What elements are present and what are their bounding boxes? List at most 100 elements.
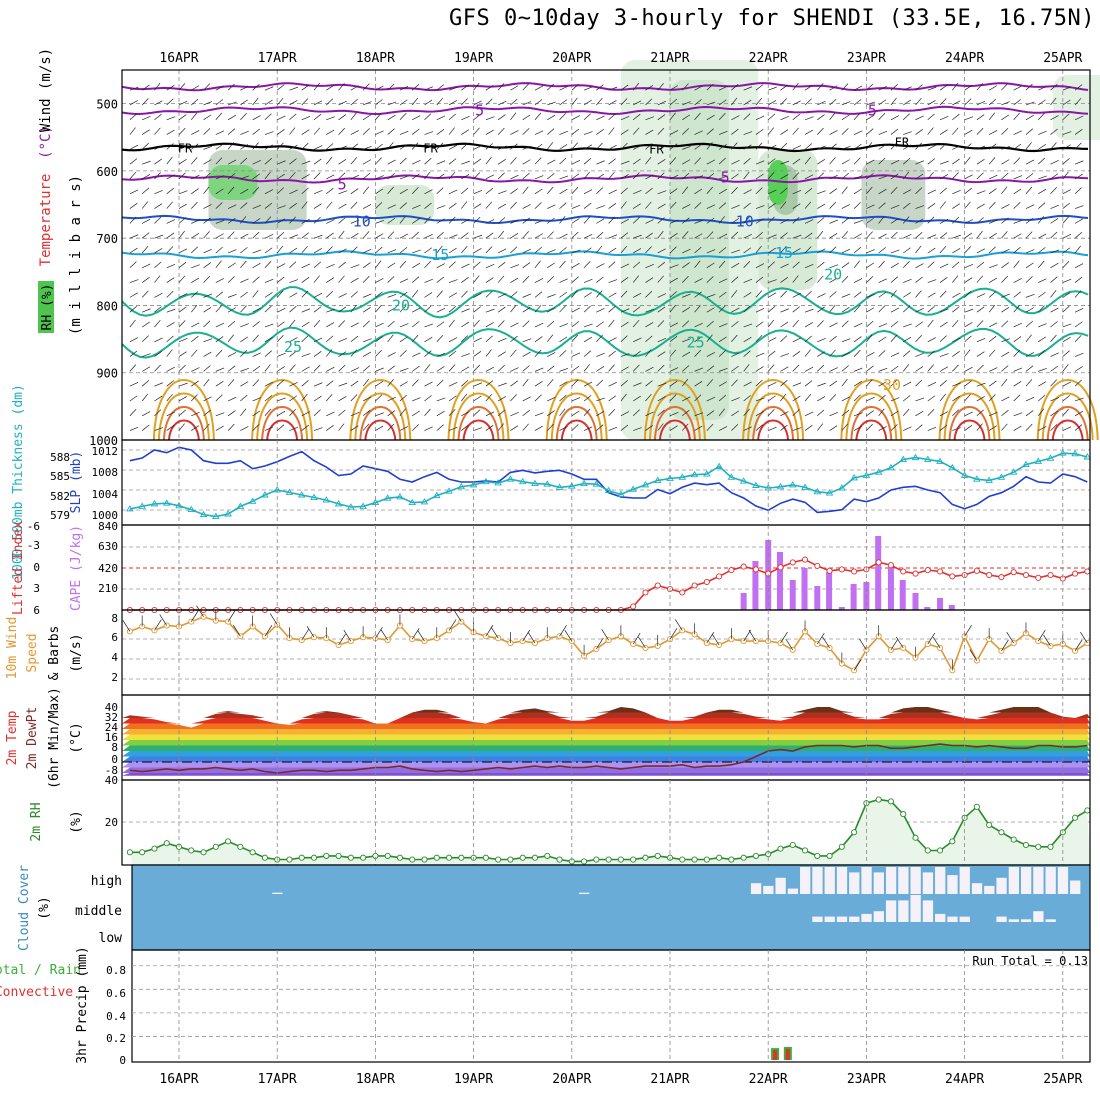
cloud-cell <box>1070 880 1081 894</box>
wind-barb <box>436 290 443 298</box>
wind-barb <box>571 321 580 328</box>
wind-barb <box>731 173 739 180</box>
wind-barb <box>903 323 912 328</box>
wind-barb <box>706 379 714 387</box>
wind-barb <box>620 174 629 180</box>
wind-barb <box>264 247 273 254</box>
wind-barb <box>252 379 260 387</box>
lifted-index-point <box>1022 571 1030 579</box>
wind-barb <box>571 290 578 298</box>
wind-barb <box>669 112 676 120</box>
wind-barb <box>375 322 384 328</box>
wind-barb <box>497 423 505 431</box>
wind-barb <box>866 128 874 135</box>
wind-barb <box>338 172 346 180</box>
wind-barb <box>1038 247 1046 254</box>
wind-barb <box>448 113 457 121</box>
wind-barb <box>1001 159 1010 165</box>
wind-barb <box>559 367 569 372</box>
wind-barb <box>620 232 629 239</box>
wind-barb <box>866 231 873 239</box>
wind-barb <box>596 218 605 224</box>
wind-barb <box>866 186 873 195</box>
wind-barb <box>350 246 358 254</box>
thickness-point <box>801 483 809 490</box>
thickness-point <box>666 474 674 481</box>
wind-barb <box>657 364 665 372</box>
wind-barb <box>129 364 137 372</box>
wind-speed-point <box>937 644 944 652</box>
wind-barb <box>326 322 335 328</box>
wind-barb <box>866 379 873 387</box>
wind-barb <box>1013 99 1021 106</box>
wind-barb <box>620 263 630 269</box>
wind-barb <box>289 279 299 283</box>
wind-barb <box>399 336 408 343</box>
wind-barb <box>240 113 247 121</box>
wind-barb <box>829 112 836 120</box>
wind-barb <box>583 144 593 150</box>
wind-barb <box>608 158 616 165</box>
wind-barb <box>227 423 235 431</box>
contour-label: 30 <box>883 376 901 394</box>
wind-barb <box>252 410 261 417</box>
wind-barb <box>755 424 763 431</box>
wind-barb <box>240 144 249 150</box>
pressure-tick-label: 1000 <box>89 434 118 448</box>
wind-barb <box>178 338 188 343</box>
wind-barb <box>534 278 544 283</box>
wind-barb <box>988 85 998 91</box>
wind-barb <box>178 100 188 106</box>
wind-barb <box>375 233 384 239</box>
wind-barb <box>890 97 897 106</box>
wind-barb <box>166 425 175 431</box>
wind-barb <box>1001 293 1010 298</box>
wind-barb <box>1062 99 1071 106</box>
wind-barb <box>669 335 678 343</box>
wind-barb <box>313 364 321 372</box>
wind-barb <box>510 380 518 387</box>
wind-barb <box>424 350 432 357</box>
wind-barb <box>412 249 421 254</box>
wind-barb <box>1038 278 1047 283</box>
wind-barb <box>362 128 370 135</box>
wind-barb <box>731 249 740 254</box>
wind-barb <box>485 98 493 106</box>
wind-barb <box>559 130 568 135</box>
wind-barb <box>276 424 285 431</box>
wind-barb <box>227 186 235 195</box>
wind-barb <box>608 364 615 372</box>
wind-barb <box>485 290 493 298</box>
precip-frame <box>131 949 1091 1063</box>
wind-barb <box>522 145 532 150</box>
wind-barb <box>645 143 653 150</box>
wind-barb <box>731 84 739 91</box>
wind-barb <box>424 364 431 372</box>
wind-barb <box>718 233 728 239</box>
wind-barb <box>498 382 507 387</box>
wind-barb <box>264 99 273 106</box>
wind-barb <box>780 424 788 431</box>
wind-barb <box>853 188 862 195</box>
wind-barb <box>976 248 986 254</box>
wind-barb <box>362 172 371 180</box>
lifted-index-point <box>752 566 759 573</box>
wind-barb <box>510 246 518 254</box>
wind-barb <box>976 158 985 165</box>
cloud-cell <box>885 867 897 894</box>
wind-barb <box>277 308 286 313</box>
wind-barb <box>227 83 235 91</box>
wind-barb <box>657 320 665 328</box>
wind-barb <box>583 189 593 195</box>
temp2m-tick-label: 8 <box>111 741 118 754</box>
wind-barb <box>1074 129 1083 135</box>
bottom-date-label: 20APR <box>552 1072 591 1087</box>
wind10-barb <box>596 637 604 650</box>
wind-barb <box>767 203 776 209</box>
wind-barb <box>448 306 457 313</box>
rh-point <box>212 843 219 850</box>
wind-barb <box>731 410 740 417</box>
wind-barb <box>804 393 812 402</box>
wind-barb <box>927 337 936 343</box>
rh-point <box>360 854 367 861</box>
